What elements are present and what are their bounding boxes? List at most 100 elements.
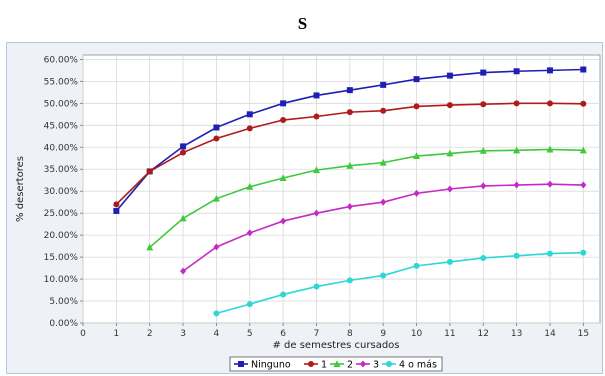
data-point <box>180 149 187 156</box>
data-point <box>246 229 253 237</box>
legend-entry: Ninguno <box>251 360 291 371</box>
data-point <box>413 262 420 269</box>
x-tick-label: 15 <box>578 329 589 339</box>
data-point <box>480 254 487 261</box>
data-point <box>313 209 320 217</box>
legend-entry: 2 <box>347 360 353 371</box>
data-point <box>380 107 387 114</box>
data-point <box>480 101 487 108</box>
data-point <box>579 146 587 154</box>
data-point <box>113 201 120 208</box>
data-point <box>280 291 287 298</box>
data-point <box>180 143 187 150</box>
data-point <box>513 252 520 259</box>
y-tick-label: 0.00% <box>49 319 78 329</box>
data-point <box>379 158 387 166</box>
data-point <box>246 183 254 190</box>
series-1 <box>113 100 587 208</box>
data-point <box>280 100 287 107</box>
x-tick-label: 12 <box>478 329 489 339</box>
y-tick-label: 50.00% <box>44 99 79 109</box>
data-point <box>546 180 553 188</box>
y-tick-label: 10.00% <box>44 275 79 285</box>
x-tick-label: 4 <box>214 329 220 339</box>
y-tick-label: 35.00% <box>44 165 79 175</box>
series-line <box>216 251 584 315</box>
legend: Ninguno 1 2 3 4 o más <box>229 356 443 372</box>
data-point <box>212 194 220 202</box>
series-3 <box>180 180 587 275</box>
data-point <box>446 185 453 193</box>
data-point <box>280 117 287 124</box>
data-point <box>380 198 387 206</box>
chart-panel: 0.00% 5.00% 10.00% 15.00% 20.00% 25.00% 30.00%… <box>6 42 603 374</box>
data-point <box>513 146 521 154</box>
data-point <box>246 301 253 308</box>
data-point <box>346 109 353 116</box>
data-point <box>313 92 320 99</box>
data-point <box>480 182 487 190</box>
x-tick-label: 5 <box>247 329 253 339</box>
data-point <box>413 76 420 83</box>
data-point <box>479 146 487 154</box>
data-point <box>480 69 487 76</box>
x-tick-label: 9 <box>380 329 386 339</box>
y-tick-label: 40.00% <box>44 143 79 153</box>
y-tick-label: 60.00% <box>44 55 79 65</box>
legend-swatch-marker <box>360 360 366 368</box>
data-point <box>546 67 553 74</box>
data-point <box>213 124 220 131</box>
data-point <box>546 100 553 107</box>
legend-swatch-marker <box>308 361 314 367</box>
data-point <box>213 310 220 317</box>
data-point <box>446 149 454 157</box>
series-4 <box>213 249 587 317</box>
plot-area <box>82 54 601 324</box>
data-point <box>546 145 554 153</box>
data-point <box>446 102 453 109</box>
y-tick-label: 15.00% <box>44 253 79 263</box>
data-point <box>446 72 453 79</box>
data-point <box>346 277 353 284</box>
data-point <box>513 68 520 75</box>
data-point <box>346 161 354 169</box>
data-point <box>513 181 520 189</box>
x-tick-label: 11 <box>444 329 455 339</box>
x-tick-label: 6 <box>280 329 286 339</box>
data-point <box>346 87 353 94</box>
legend-entry: 3 <box>373 360 379 371</box>
x-tick-label: 0 <box>80 329 86 339</box>
x-tick-label: 13 <box>511 329 522 339</box>
legend-entry: 4 o más <box>399 360 437 371</box>
data-point <box>413 152 421 160</box>
x-tick-label: 10 <box>411 329 423 339</box>
series-layer <box>113 66 587 317</box>
data-point <box>580 100 587 107</box>
data-point <box>213 135 220 142</box>
data-point <box>580 249 587 256</box>
legend-swatch-marker <box>333 360 341 367</box>
x-tick-label: 2 <box>147 329 153 339</box>
x-tick-label: 1 <box>113 329 119 339</box>
data-point <box>346 203 353 211</box>
line-chart: 0.00% 5.00% 10.00% 15.00% 20.00% 25.00% 30.00%… <box>15 54 601 372</box>
data-point <box>280 217 287 225</box>
chart-title: S <box>297 14 308 33</box>
data-point <box>313 283 320 290</box>
data-point <box>413 103 420 110</box>
y-axis-ticks: 0.00% 5.00% 10.00% 15.00% 20.00% 25.00% 30.00%… <box>44 55 83 329</box>
data-point <box>146 168 153 175</box>
legend-entry: 1 <box>321 360 327 371</box>
data-point <box>513 100 520 107</box>
y-tick-label: 20.00% <box>44 231 79 241</box>
data-point <box>446 258 453 265</box>
data-point <box>313 113 320 120</box>
legend-swatch-marker <box>386 361 392 367</box>
data-point <box>179 214 187 222</box>
y-axis-label: % desertores <box>15 156 26 222</box>
data-point <box>113 207 120 214</box>
x-tick-label: 14 <box>544 329 556 339</box>
y-tick-label: 25.00% <box>44 209 79 219</box>
series-line <box>149 148 584 249</box>
data-point <box>246 125 253 132</box>
